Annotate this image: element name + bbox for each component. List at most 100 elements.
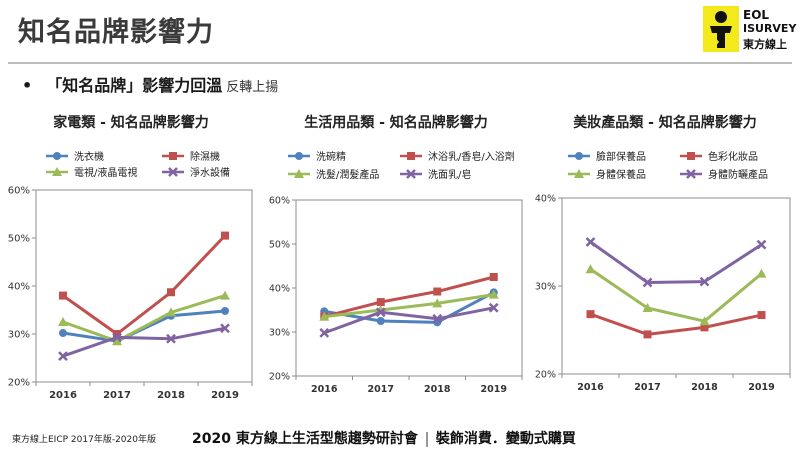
y-tick-label: 50% bbox=[8, 234, 30, 245]
series-line bbox=[62, 234, 227, 336]
page-title: 知名品牌影響力 bbox=[18, 17, 214, 48]
x-tick-label: 2016 bbox=[577, 382, 604, 393]
legend-label: 洗碗精 bbox=[316, 150, 346, 163]
x-tick-label: 2017 bbox=[634, 382, 660, 393]
legend-item: 臉部保養品 bbox=[568, 150, 646, 163]
marker-stroke bbox=[166, 333, 176, 344]
bullet-subtext: 反轉上揚 bbox=[226, 80, 279, 95]
series-triangle bbox=[58, 290, 230, 346]
line-chart-svg: 20% 30% 40% 50% 60% 2016 2017 2018 2019 洗碗精 沐浴乳/香皂… bbox=[269, 150, 523, 395]
plot-area-frame bbox=[295, 199, 523, 377]
data-point bbox=[586, 310, 595, 319]
event-name: 2020 東方線上生活型態趨勢研討會 bbox=[192, 431, 418, 447]
x-tick-label: 2016 bbox=[49, 390, 77, 401]
y-tick-label: 60% bbox=[269, 196, 290, 207]
data-point bbox=[757, 311, 766, 320]
y-tick-label: 30% bbox=[8, 330, 30, 341]
legend-item: 洗面乳/皂 bbox=[400, 168, 471, 181]
logo-line1: EOL bbox=[743, 8, 770, 22]
legend-marker bbox=[407, 152, 415, 160]
series-line bbox=[323, 275, 495, 319]
data-point bbox=[166, 307, 176, 317]
marker-stroke bbox=[686, 169, 696, 179]
legend-marker bbox=[169, 152, 177, 160]
series-line bbox=[589, 312, 762, 336]
legend-label: 電視/液晶電視 bbox=[74, 166, 137, 179]
data-point bbox=[59, 291, 67, 300]
x-tick-label: 2018 bbox=[157, 390, 185, 401]
legend-marker bbox=[53, 152, 61, 160]
line-chart-svg: 20% 30% 40% 50% 60% 2016 2017 2018 2019 洗衣機 除濕機電視/… bbox=[8, 150, 253, 401]
legend-label: 洗面乳/皂 bbox=[428, 168, 471, 181]
data-point bbox=[699, 316, 710, 326]
bullet-text: 「知名品牌」影響力回溫 bbox=[46, 76, 223, 95]
x-tick-label: 2016 bbox=[311, 384, 338, 395]
x-tick-label: 2018 bbox=[424, 384, 451, 395]
legend-marker bbox=[686, 169, 696, 179]
data-point bbox=[319, 311, 330, 321]
legend-item: 身體防曬產品 bbox=[680, 168, 768, 181]
data-point bbox=[756, 239, 767, 250]
series-line bbox=[589, 240, 763, 284]
legend-marker bbox=[52, 167, 62, 176]
data-point bbox=[375, 307, 386, 318]
legend-item: 沐浴乳/香皂/入浴劑 bbox=[400, 150, 515, 163]
legend-marker bbox=[687, 152, 695, 160]
marker-stroke bbox=[406, 169, 416, 179]
chart-title: 美妝產品類 - 知名品牌影響力 bbox=[573, 115, 757, 131]
data-point bbox=[756, 268, 767, 278]
data-point bbox=[489, 273, 498, 281]
plot-area-frame bbox=[561, 197, 791, 375]
marker-stroke bbox=[432, 313, 443, 324]
legend-label: 身體防曬產品 bbox=[708, 168, 768, 181]
x-tick-label: 2017 bbox=[103, 390, 131, 401]
title-divider bbox=[8, 62, 792, 64]
data-point bbox=[699, 276, 710, 287]
series-line bbox=[324, 293, 494, 319]
chart-home-appliances: 家電類 - 知名品牌影響力 20% 30% 40% 50% 60% 2016 2017 201… bbox=[0, 112, 262, 412]
series-triangle bbox=[585, 264, 767, 326]
y-tick-label: 30% bbox=[269, 328, 290, 339]
data-point bbox=[221, 231, 229, 240]
source-note: 東方線上EICP 2017年版-2020年版 bbox=[12, 435, 156, 445]
series-x bbox=[58, 323, 230, 361]
y-tick-label: 40% bbox=[535, 194, 556, 205]
footer-separator bbox=[425, 431, 428, 447]
y-tick-label: 50% bbox=[269, 240, 290, 251]
data-point bbox=[167, 288, 175, 297]
legend-marker bbox=[294, 169, 304, 178]
data-point bbox=[112, 332, 122, 343]
series-square bbox=[586, 310, 766, 339]
marker-stroke bbox=[58, 351, 68, 361]
series-x bbox=[319, 302, 499, 338]
line-chart-svg: 20% 30% 40% 2016 2017 2018 2019 臉部保養品 色彩化妝品身體保養品… bbox=[535, 150, 791, 393]
company-logo: EOL ISURVEY 東方線上 bbox=[703, 6, 797, 56]
legend-label: 沐浴乳/香皂/入浴劑 bbox=[428, 150, 515, 163]
event-theme: 裝飾消費．變動式購買 bbox=[435, 431, 576, 447]
data-point bbox=[221, 306, 229, 315]
data-point bbox=[376, 298, 385, 307]
y-tick-label: 20% bbox=[269, 372, 290, 383]
legend-item: 洗衣機 bbox=[46, 150, 104, 163]
legend-item: 洗髮/潤髮產品 bbox=[288, 168, 379, 181]
series-line bbox=[62, 294, 226, 343]
logo-line2: ISURVEY bbox=[743, 22, 797, 35]
data-point bbox=[488, 302, 499, 313]
legend-item: 電視/液晶電視 bbox=[46, 166, 137, 179]
data-point bbox=[642, 303, 653, 312]
series-line bbox=[589, 268, 763, 323]
legend-item: 除濕機 bbox=[162, 150, 220, 163]
y-tick-label: 20% bbox=[8, 378, 30, 389]
legend-label: 淨水設備 bbox=[190, 166, 230, 179]
data-point bbox=[376, 317, 385, 325]
marker-stroke bbox=[585, 237, 596, 247]
legend-label: 臉部保養品 bbox=[596, 150, 646, 163]
legend-label: 色彩化妝品 bbox=[708, 150, 758, 163]
bullet-point: • 「知名品牌」影響力回溫 反轉上揚 bbox=[22, 72, 278, 96]
data-point bbox=[432, 313, 443, 324]
data-point bbox=[166, 333, 176, 344]
series-square bbox=[59, 231, 229, 338]
series-line bbox=[323, 291, 495, 324]
legend-marker bbox=[575, 152, 583, 160]
y-tick-label: 30% bbox=[535, 282, 556, 293]
